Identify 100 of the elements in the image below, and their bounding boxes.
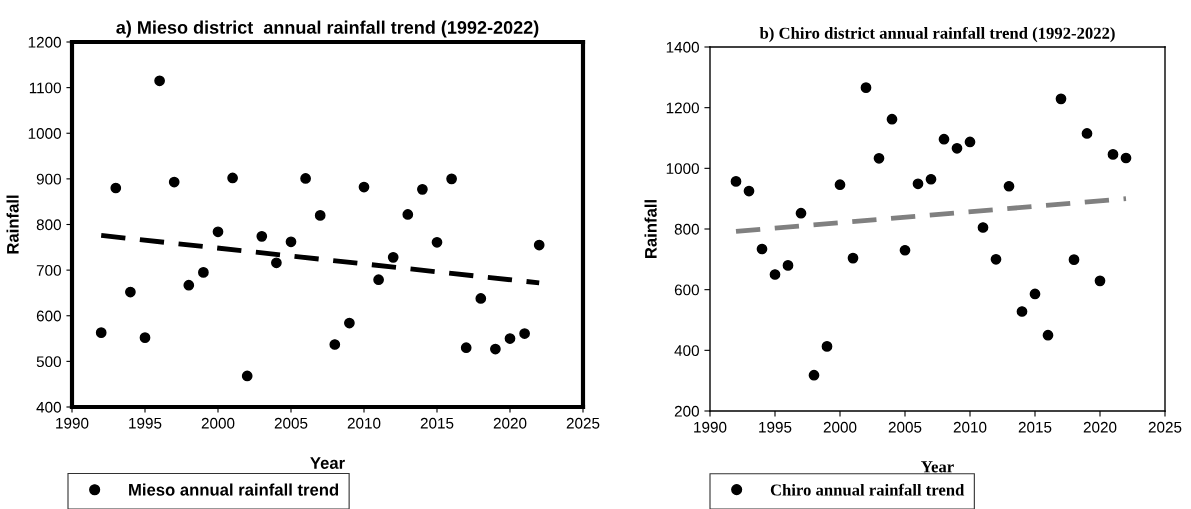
- y-tick-label: 1000: [28, 128, 61, 139]
- point: [285, 236, 297, 248]
- y-tick-label: 600: [674, 284, 699, 296]
- point: [490, 343, 501, 355]
- point: [519, 328, 530, 339]
- point: [912, 178, 924, 190]
- point: [300, 173, 311, 184]
- point: [460, 342, 472, 354]
- chart-title: a) Mieso district annual rainfall trend (1992-2022): [116, 20, 539, 38]
- point: [154, 75, 165, 87]
- y-tick-label: 1100: [29, 82, 61, 94]
- point: [95, 327, 107, 338]
- point: [1016, 306, 1028, 317]
- y-axis-title: Rainfall: [6, 195, 19, 254]
- point: [241, 370, 253, 382]
- legend-label: Chiro annual rainfall trend: [770, 483, 965, 496]
- x-axis-title: Year: [921, 461, 954, 473]
- x-tick-label: 2000: [201, 417, 235, 429]
- y-tick-label: 200: [674, 405, 699, 417]
- point: [533, 239, 545, 251]
- point: [1107, 149, 1119, 160]
- point: [743, 185, 755, 197]
- y-axis-title: Rainfall: [644, 200, 657, 258]
- y-tick-label: 400: [674, 345, 699, 357]
- point: [256, 231, 268, 242]
- y-tick-label: 400: [36, 401, 61, 413]
- point: [1094, 275, 1106, 287]
- x-tick-label: 2010: [953, 421, 987, 433]
- y-tick-label: 1200: [666, 102, 699, 114]
- point: [344, 317, 355, 329]
- point: [402, 209, 414, 220]
- point: [1068, 254, 1080, 265]
- chart-title: b) Chiro district annual rainfall trend (1992-2022): [759, 26, 1115, 43]
- y-tick-label: 800: [674, 223, 699, 235]
- x-tick-label: 2000: [823, 421, 857, 433]
- x-tick-label: 1995: [759, 421, 792, 433]
- point: [925, 173, 937, 185]
- point: [417, 184, 428, 195]
- y-tick-label: 700: [36, 264, 61, 276]
- point: [431, 236, 443, 248]
- point: [387, 251, 399, 263]
- point: [314, 210, 326, 221]
- point: [1029, 288, 1041, 300]
- x-tick-label: 2020: [493, 417, 527, 429]
- point: [329, 339, 341, 350]
- point: [821, 341, 833, 352]
- point: [834, 179, 846, 191]
- y-tick-label: 1400: [666, 41, 699, 53]
- y-tick-label: 1000: [666, 163, 699, 175]
- point: [795, 207, 807, 219]
- point: [139, 332, 151, 344]
- x-tick-label: 2005: [888, 421, 922, 433]
- point: [964, 136, 976, 148]
- point: [951, 142, 963, 154]
- point: [271, 257, 282, 269]
- x-tick-label: 1995: [129, 417, 162, 429]
- point: [110, 182, 122, 194]
- point: [198, 267, 209, 278]
- x-tick-label: 2020: [1083, 421, 1117, 433]
- x-tick-label: 2025: [1148, 421, 1182, 433]
- point: [782, 260, 794, 271]
- point: [475, 293, 487, 304]
- point: [212, 226, 224, 238]
- point: [446, 173, 457, 185]
- point: [886, 113, 898, 125]
- point: [1120, 152, 1132, 164]
- x-tick-label: 1990: [694, 421, 727, 433]
- point: [977, 222, 989, 233]
- y-tick-label: 800: [36, 219, 61, 231]
- y-tick-label: 900: [36, 173, 61, 185]
- y-tick-label: 500: [36, 356, 61, 368]
- point: [873, 152, 885, 164]
- x-tick-label: 2015: [1018, 421, 1052, 433]
- x-tick-label: 2010: [347, 417, 381, 429]
- point: [1055, 93, 1067, 105]
- point: [1042, 329, 1054, 341]
- point: [860, 82, 872, 94]
- point: [168, 176, 180, 188]
- point: [847, 252, 859, 264]
- x-tick-label: 2005: [274, 417, 308, 429]
- point: [183, 279, 195, 291]
- point: [899, 244, 911, 256]
- legend-label: Mieso annual rainfall trend: [129, 483, 339, 496]
- point: [769, 269, 781, 280]
- point: [938, 133, 950, 145]
- point: [358, 181, 370, 193]
- x-axis-title: Year: [310, 457, 345, 469]
- point: [1081, 128, 1093, 139]
- point: [990, 253, 1002, 265]
- point: [756, 243, 768, 255]
- point: [808, 369, 820, 381]
- x-tick-label: 1990: [56, 417, 89, 429]
- point: [373, 274, 384, 286]
- point: [504, 333, 516, 344]
- point: [125, 286, 136, 298]
- x-tick-label: 2015: [420, 417, 454, 429]
- y-tick-label: 600: [36, 310, 61, 322]
- y-tick-label: 1200: [28, 36, 61, 48]
- point: [1003, 180, 1015, 192]
- point: [730, 176, 742, 187]
